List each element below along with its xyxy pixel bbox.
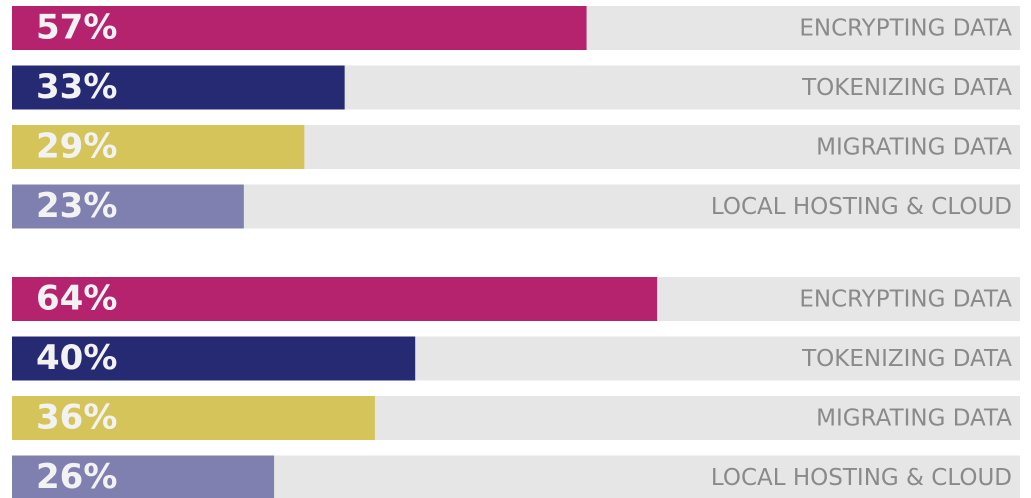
value-label: 26% xyxy=(36,457,117,497)
bar xyxy=(12,184,244,229)
bar xyxy=(12,455,275,498)
value-label: 57% xyxy=(36,8,117,48)
bar xyxy=(12,125,305,169)
value-label: 23% xyxy=(36,186,117,226)
bar xyxy=(12,6,587,50)
bar xyxy=(12,396,375,440)
bar xyxy=(12,65,345,110)
category-label: LOCAL HOSTING & CLOUD xyxy=(711,465,1012,491)
category-label: TOKENIZING DATA xyxy=(801,346,1012,372)
value-label: 64% xyxy=(36,279,117,319)
value-label: 40% xyxy=(36,338,117,378)
value-label: 33% xyxy=(36,67,117,107)
category-label: TOKENIZING DATA xyxy=(801,75,1012,101)
bar xyxy=(12,336,416,381)
category-label: LOCAL HOSTING & CLOUD xyxy=(711,194,1012,220)
value-label: 29% xyxy=(36,127,117,167)
category-label: ENCRYPTING DATA xyxy=(799,16,1012,42)
category-label: MIGRATING DATA xyxy=(816,135,1012,161)
category-label: ENCRYPTING DATA xyxy=(799,287,1012,313)
bar xyxy=(12,277,658,321)
category-label: MIGRATING DATA xyxy=(816,406,1012,432)
value-label: 36% xyxy=(36,398,117,438)
